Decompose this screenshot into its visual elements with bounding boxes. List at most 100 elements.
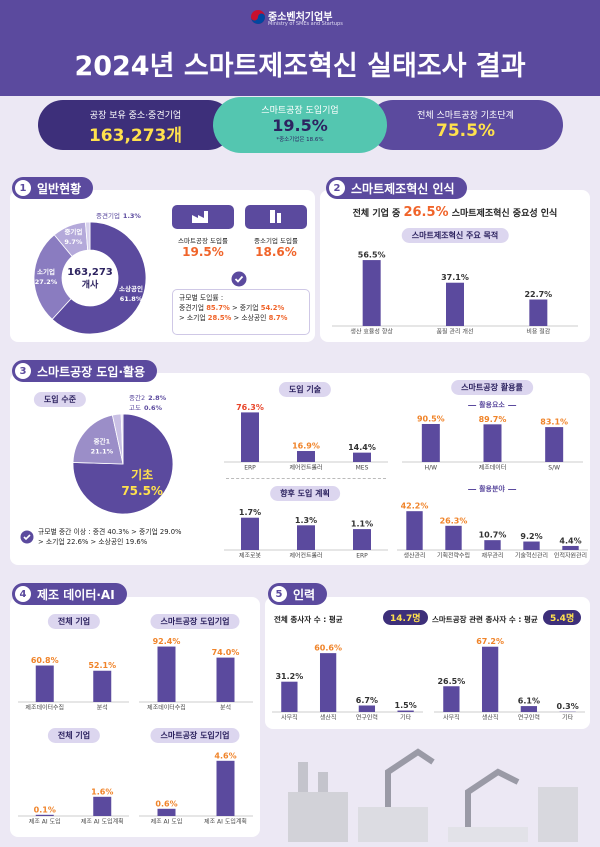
card-label: 중소기업 도입률 <box>254 237 298 245</box>
bar <box>520 706 538 712</box>
chart-title: 도입 수준 <box>33 392 87 407</box>
value-label: 60.6% <box>314 644 342 653</box>
segment-value: 1.3% <box>123 212 142 220</box>
category-label: 비용 절감 <box>526 328 550 336</box>
category-label: H/W <box>425 465 438 472</box>
section-title: 스마트공장 도입·활용 <box>37 364 146 379</box>
category-label: 사무직 <box>281 714 298 722</box>
category-label: 분석 <box>97 704 108 712</box>
category-label: 제조 AI 도입 <box>29 818 61 826</box>
ministry-logo <box>251 10 265 24</box>
category-label: 생산관리 <box>403 552 425 560</box>
value-label: 1.6% <box>91 787 113 796</box>
value-label: 42.2% <box>401 502 429 511</box>
value-label: 76.3% <box>236 403 264 412</box>
bar-chart: 92.4% 제조데이터수집 74.0% 분석 <box>139 637 253 712</box>
chart-title: 도입 기술 <box>278 382 332 397</box>
bar <box>443 686 460 712</box>
bar <box>216 657 235 702</box>
donut-center-value: 163,273 <box>67 267 113 278</box>
value-label: 52.1% <box>88 661 116 670</box>
bar <box>35 814 54 816</box>
segment-name: 중기업 <box>64 227 82 236</box>
chart-title: 스마트공장 활용률 <box>451 380 533 395</box>
pie-segment <box>33 234 73 320</box>
by-size-box: 규모별 도입률 : 중견기업 85.7% > 중기업 54.2% > 소기업 28… <box>172 289 310 335</box>
bar <box>484 540 501 550</box>
value-label: 0.3% <box>557 702 579 711</box>
pie-segment <box>72 413 174 515</box>
summary-value: 163,273개 <box>88 126 183 146</box>
value-label: 22.7% <box>524 290 552 299</box>
value-label: 1.3% <box>295 516 317 525</box>
bar <box>483 424 502 462</box>
rate-text: 중견기업 <box>179 303 207 312</box>
value-label: 0.6% <box>155 799 177 808</box>
section-tab: 4 제조 데이터·AI <box>12 583 127 605</box>
category-label: 제어컨트롤러 <box>289 464 322 472</box>
subheading: 활용요소 <box>465 400 519 410</box>
section-title: 스마트제조혁신 인식 <box>351 181 455 196</box>
bar-chart: 76.3% ERP 16.9% 제어컨트롤러 14.4% MES <box>224 403 388 472</box>
category-label: 제조 AI 도입 <box>151 818 183 826</box>
note-line: > 소기업 22.6% > 소상공인 19.6% <box>38 537 148 546</box>
value-label: 26.5% <box>437 677 465 686</box>
value-label: 31.2% <box>275 672 303 681</box>
bar <box>297 451 315 462</box>
section-number: 1 <box>15 180 31 196</box>
title: 2024년 스마트제조혁신 실태조사 결과 <box>74 51 526 82</box>
category-label: 연구인력 <box>518 714 540 722</box>
card-value: 18.6% <box>255 245 297 259</box>
value-label: 67.2% <box>476 637 504 646</box>
segment-label: 중견기업 1.3% <box>96 211 141 220</box>
rate-value: 54.2% <box>260 303 285 312</box>
divider <box>226 478 386 479</box>
average-badge: 14.7명 <box>383 610 428 625</box>
summary-label: 스마트공장 도입기업 <box>261 106 339 116</box>
headline: 전체 기업 중 26.5% 스마트제조혁신 중요성 인식 <box>320 205 590 220</box>
bar <box>406 511 423 550</box>
value-label: 10.7% <box>479 531 507 540</box>
segment-label: 고도 0.6% <box>129 404 162 412</box>
segment-value: 21.1% <box>91 447 114 455</box>
by-size-title: 규모별 도입률 : <box>179 294 224 302</box>
segment-name: 고도 <box>129 404 141 412</box>
segment-name: 기초 <box>131 467 153 482</box>
tool-icon <box>270 210 281 223</box>
segment-value: 9.7% <box>64 238 83 246</box>
chart-title: 전체 기업 <box>47 614 101 629</box>
panel-title: 전체 종사자 수 : 평균 <box>274 615 343 624</box>
category-label: 제조데이터수집 <box>25 704 64 712</box>
bar <box>93 670 112 702</box>
donut-center-unit: 개사 <box>82 279 99 291</box>
category-label: 기획전략수립 <box>437 552 470 560</box>
subheading: 활용분야 <box>465 484 519 494</box>
category-label: 제조 AI 도입계획 <box>81 818 124 826</box>
category-label: 기술혁신관리 <box>515 552 548 560</box>
category-label: 인적자원관리 <box>554 552 587 560</box>
section-tab: 5 인력 <box>268 583 328 605</box>
bar-chart: 26.5% 사무직 67.2% 생산직 6.1% 연구인력 0.3% 기타 <box>434 637 585 722</box>
check-icon <box>231 271 247 287</box>
donut-chart: 163,273 개사 소상공인 61.8% 소기업 27.2% 중기업 9.7% 중견기업 1… <box>33 211 147 335</box>
value-label: 6.1% <box>518 697 540 706</box>
segment-value: 75.5% <box>121 484 163 498</box>
bar <box>353 452 371 462</box>
ministry-name-en: Ministry of SMEs and Startups <box>268 21 343 27</box>
rate-text: > 소기업 <box>179 313 208 322</box>
segment-name: 중간1 <box>94 436 111 445</box>
bar <box>319 653 337 712</box>
pie-segment <box>84 221 91 251</box>
bar <box>523 541 540 550</box>
chart-title: 전체 기업 <box>47 728 101 743</box>
card-label: 스마트공장 도입률 <box>178 237 228 245</box>
bar-chart: 0.6% 제조 AI 도입 4.6% 제조 AI 도입계획 <box>139 751 253 826</box>
value-label: 16.9% <box>292 442 320 451</box>
category-label: 제조데이터수집 <box>147 704 186 712</box>
bar <box>397 710 414 712</box>
bar-chart: 56.5% 생산 효율성 향상 37.1% 품질 관리 개선 22.7% 비용 절감 <box>332 251 578 336</box>
factory-icon <box>192 211 208 223</box>
value-label: 90.5% <box>417 414 445 423</box>
category-label: 생산직 <box>482 714 499 722</box>
value-label: 74.0% <box>212 648 240 657</box>
